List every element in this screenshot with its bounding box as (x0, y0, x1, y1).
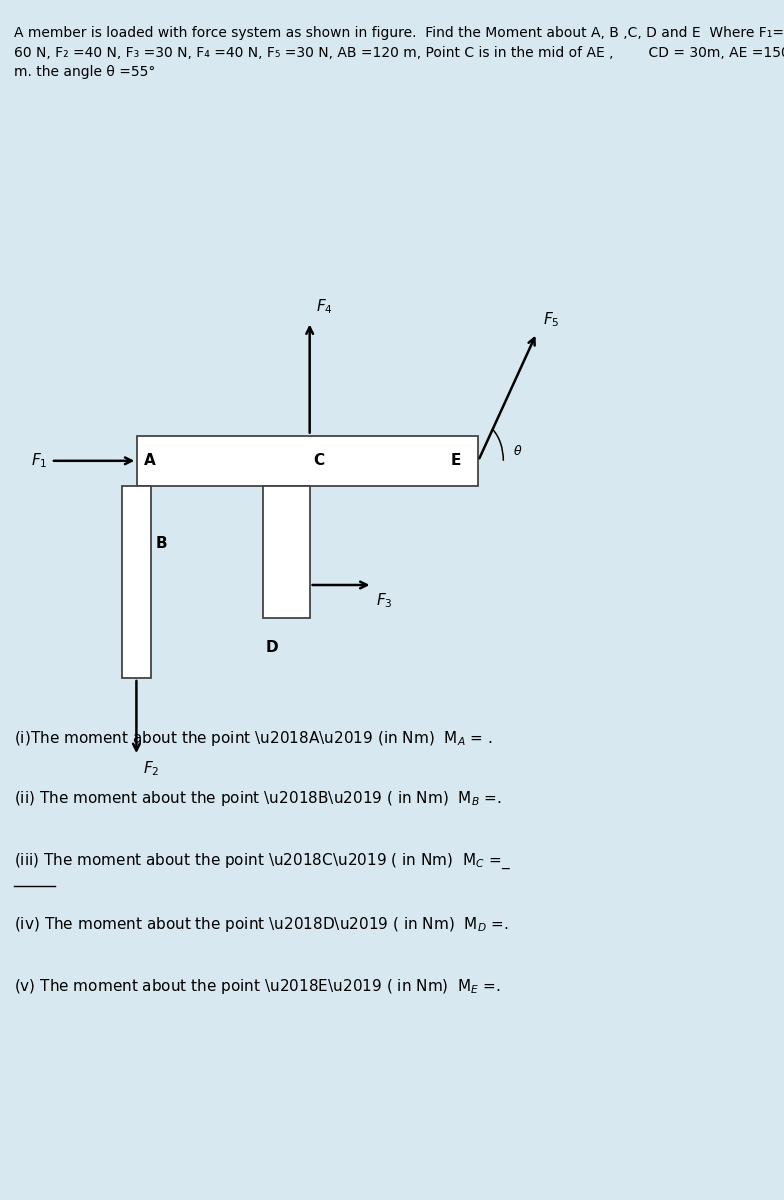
Text: E: E (451, 454, 461, 468)
Text: (i)The moment about the point \u2018A\u2019 (in Nm)  M$_A$ = .: (i)The moment about the point \u2018A\u2… (14, 728, 492, 748)
Text: (iii) The moment about the point \u2018C\u2019 ( in Nm)  M$_C$ =_: (iii) The moment about the point \u2018C… (14, 852, 511, 871)
Text: $F_3$: $F_3$ (376, 592, 393, 610)
Text: 60 N, F₂ =40 N, F₃ =30 N, F₄ =40 N, F₅ =30 N, AB =120 m, Point C is in the mid o: 60 N, F₂ =40 N, F₃ =30 N, F₄ =40 N, F₅ =… (14, 46, 784, 60)
Bar (122, 486, 151, 678)
Text: C: C (314, 454, 325, 468)
Text: D: D (266, 640, 278, 655)
Text: (ii) The moment about the point \u2018B\u2019 ( in Nm)  M$_B$ =.: (ii) The moment about the point \u2018B\… (14, 788, 502, 808)
Bar (137, 436, 478, 486)
Text: $F_4$: $F_4$ (316, 296, 333, 316)
Text: $F_5$: $F_5$ (543, 311, 560, 330)
Bar (263, 486, 310, 618)
Text: $F_2$: $F_2$ (143, 760, 159, 779)
Text: (v) The moment about the point \u2018E\u2019 ( in Nm)  M$_E$ =.: (v) The moment about the point \u2018E\u… (14, 977, 501, 996)
Text: A: A (143, 454, 155, 468)
Text: m. the angle θ =55°: m. the angle θ =55° (14, 65, 155, 79)
Text: $F_1$: $F_1$ (31, 451, 47, 470)
Text: (iv) The moment about the point \u2018D\u2019 ( in Nm)  M$_D$ =.: (iv) The moment about the point \u2018D\… (14, 914, 509, 934)
Text: A member is loaded with force system as shown in figure.  Find the Moment about : A member is loaded with force system as … (14, 26, 784, 41)
Text: $\theta$: $\theta$ (513, 444, 522, 458)
Text: B: B (156, 536, 168, 551)
